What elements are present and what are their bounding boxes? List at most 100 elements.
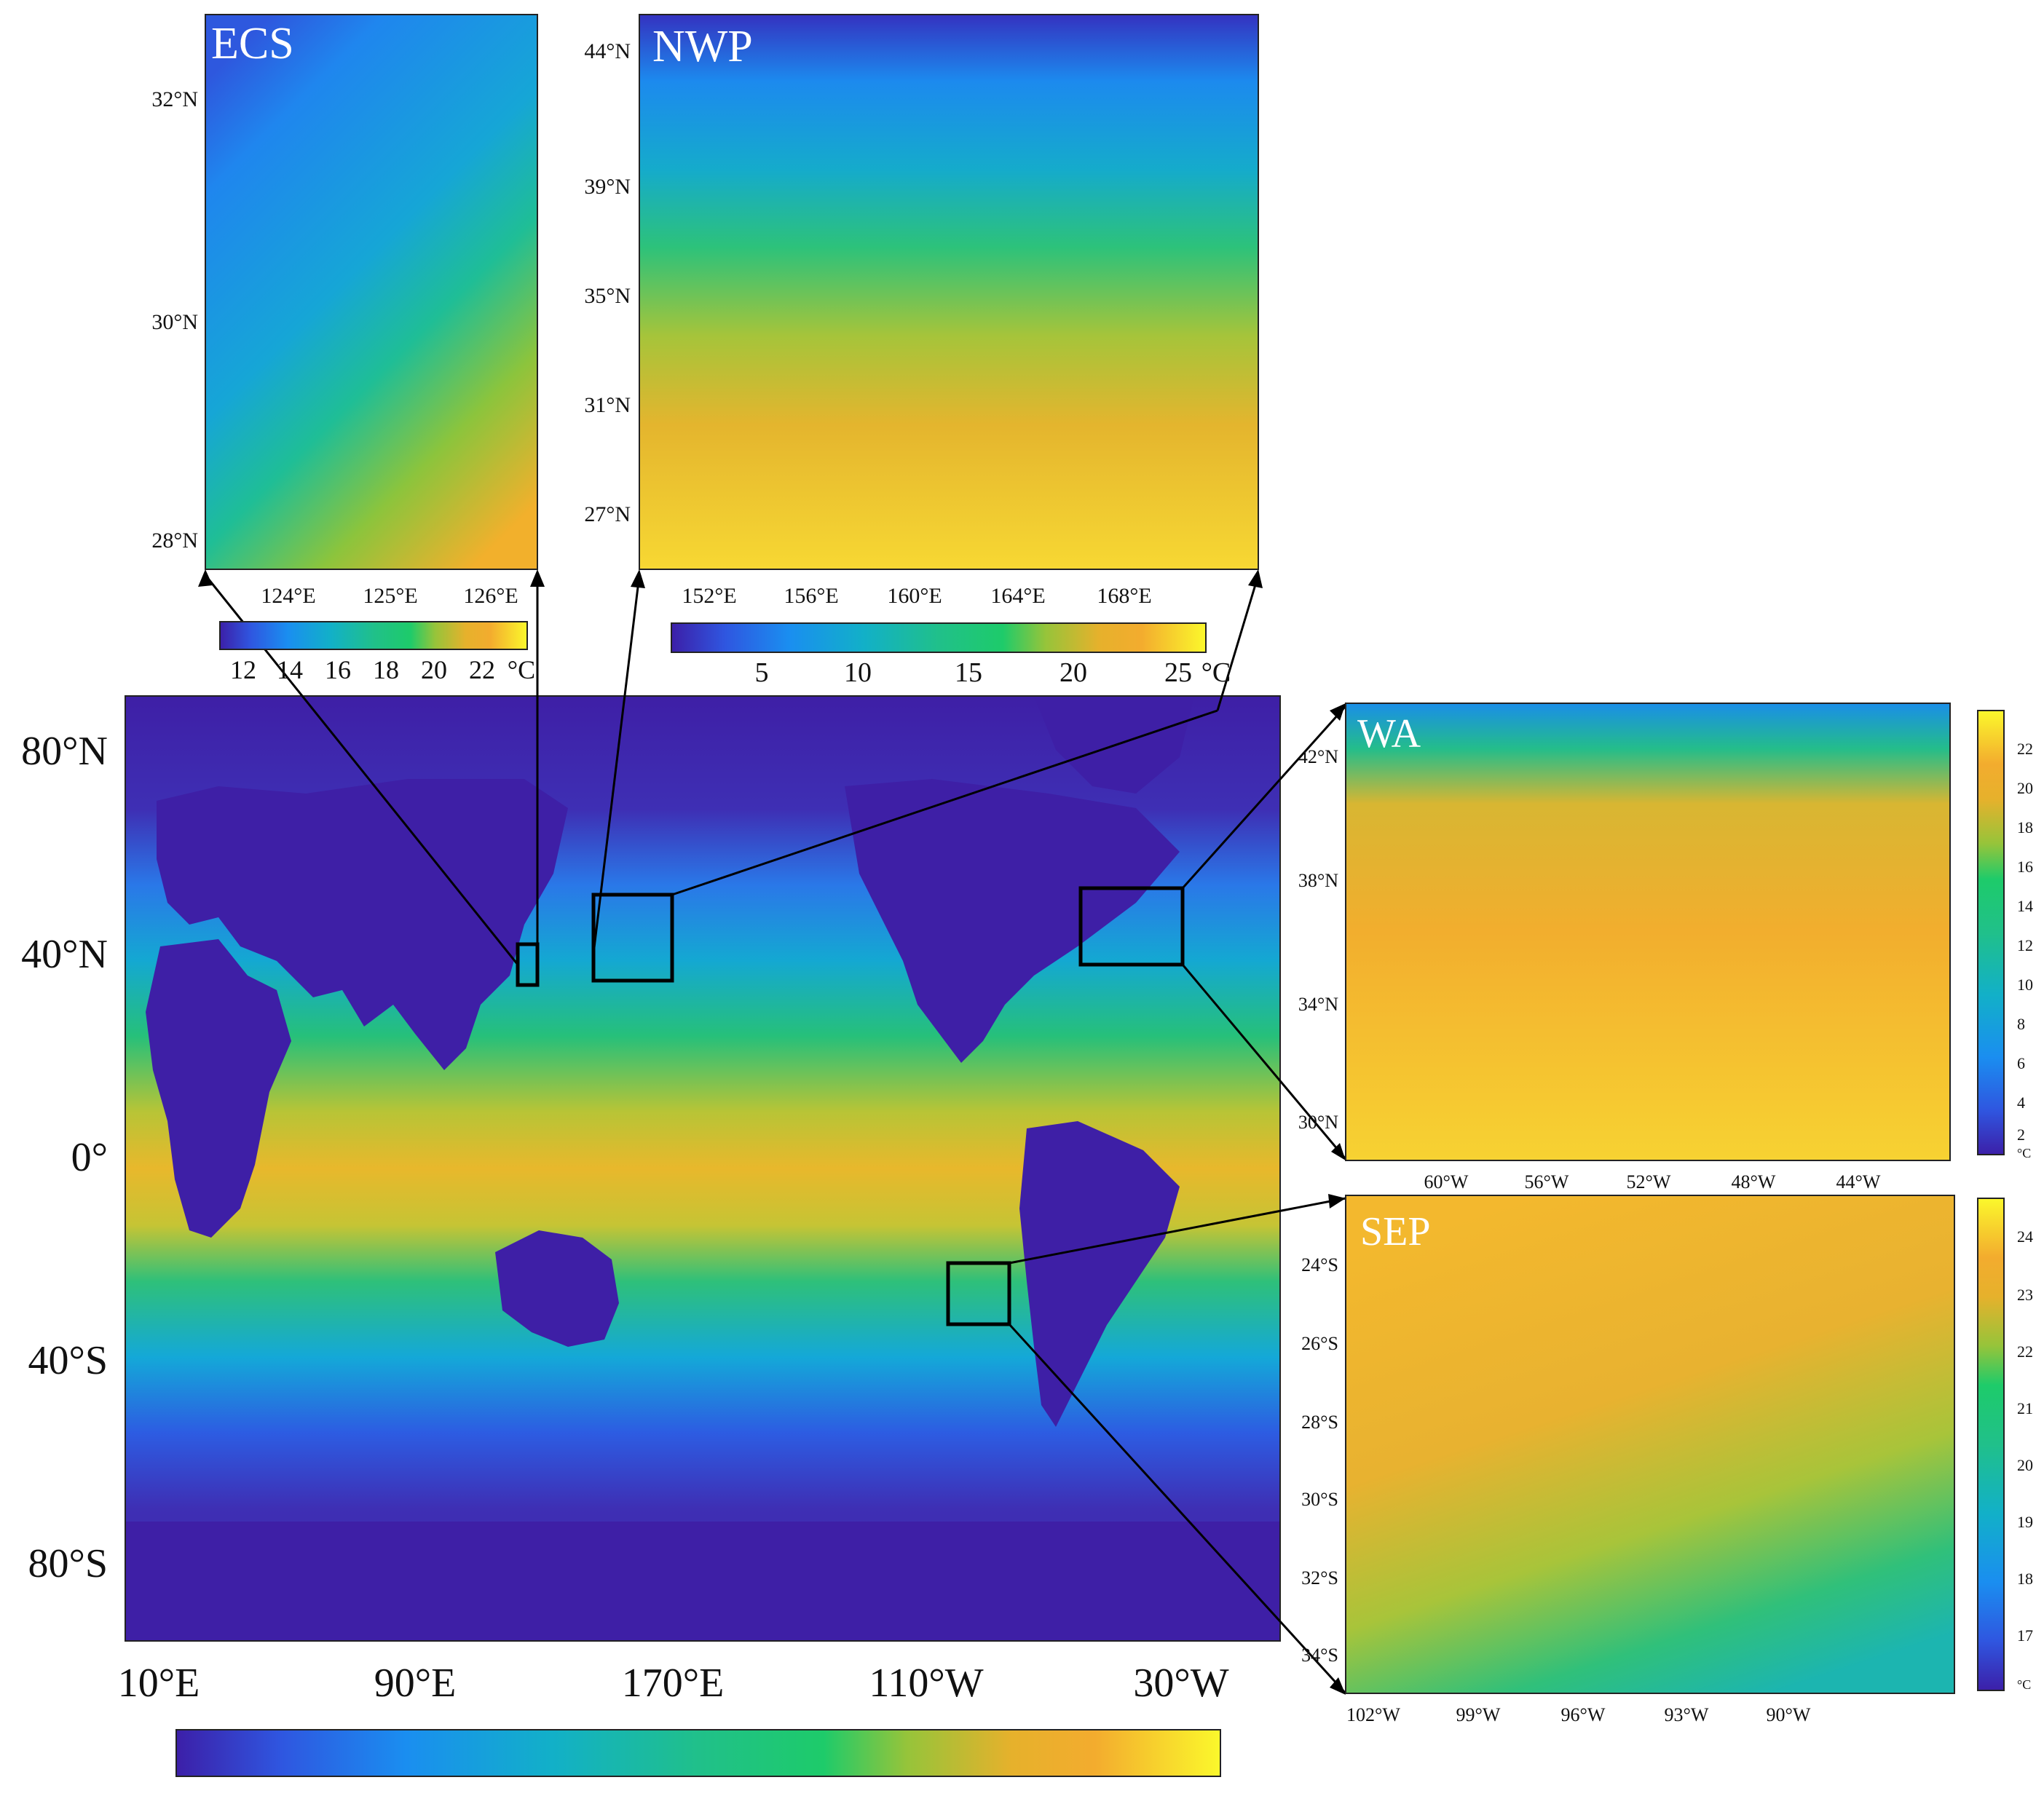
wa-lat-tick: 38°N — [1298, 870, 1338, 891]
wa-panel-frame — [1345, 703, 1951, 1161]
global-lat-tick: 80°S — [28, 1541, 108, 1586]
arrowhead — [530, 569, 545, 587]
sep-colorbar-unit: °C — [2017, 1677, 2031, 1692]
wa-connector-bottom — [1181, 964, 1347, 1160]
continents — [125, 696, 1280, 1641]
arrowhead — [1330, 1677, 1346, 1695]
sep-lon-tick: 99°W — [1456, 1704, 1501, 1725]
land-antarctica — [125, 1522, 1280, 1641]
land-australia — [495, 1230, 619, 1347]
ecs-lat-tick: 32°N — [151, 87, 198, 111]
sep-colorbar-tick: 22 — [2017, 1342, 2033, 1361]
connector-arrowheads — [198, 569, 1346, 1695]
global-lon-ticks: 10°E 90°E 170°E 110°W 30°W — [118, 1661, 1229, 1706]
wa-sst-field — [1346, 703, 1950, 1160]
ecs-colorbar-ramp — [219, 621, 528, 650]
sep-lon-tick: 90°W — [1767, 1704, 1811, 1725]
sep-connector-bottom — [1008, 1323, 1347, 1695]
nwp-panel-title: NWP — [652, 22, 753, 71]
nwp-lon-tick: 152°E — [682, 584, 736, 608]
global-colorbar-tick: 30 — [957, 1795, 986, 1800]
nwp-connector-right — [671, 709, 1218, 896]
nwp-colorbar-ramp — [671, 622, 1207, 653]
ecs-colorbar-tick: 12 — [230, 655, 256, 684]
ecs-lon-tick: 125°E — [363, 584, 417, 608]
sep-colorbar-tick: 18 — [2017, 1570, 2033, 1588]
sep-colorbar-ramp — [1977, 1198, 2005, 1691]
nwp-panel-frame — [639, 14, 1259, 570]
wa-colorbar-tick: 18 — [2017, 818, 2033, 836]
wa-panel: WA 42°N 38°N 34°N 30°N 60°W 56°W 52°W 48… — [1298, 703, 2033, 1192]
ecs-colorbar-unit: °C — [508, 655, 535, 684]
land-africa — [146, 939, 291, 1238]
wa-panel-title: WA — [1357, 711, 1421, 756]
land-south-america — [1019, 1121, 1180, 1427]
ecs-panel-frame — [205, 14, 538, 570]
nwp-region-box — [591, 893, 674, 983]
sep-sst-field — [1346, 1195, 1954, 1693]
sep-panel-frame — [1345, 1195, 1955, 1694]
sep-colorbar-tick: 17 — [2017, 1626, 2033, 1645]
global-lon-tick: 170°E — [622, 1661, 725, 1706]
wa-colorbar-tick: 4 — [2017, 1093, 2025, 1112]
ecs-lat-tick: 28°N — [151, 529, 198, 553]
sep-lon-tick: 102°W — [1346, 1704, 1400, 1725]
wa-colorbar-tick: 14 — [2017, 897, 2033, 915]
sep-panel-title: SEP — [1360, 1209, 1431, 1254]
ecs-colorbar-tick: 22 — [469, 655, 495, 684]
global-colorbar-tick: 0 — [216, 1795, 230, 1800]
sep-lat-tick: 26°S — [1301, 1333, 1338, 1354]
wa-lat-tick: 42°N — [1298, 746, 1338, 767]
wa-colorbar-tick: 8 — [2017, 1015, 2025, 1033]
nwp-colorbar-tick: 15 — [955, 657, 982, 688]
ecs-panel-title: ECS — [211, 19, 294, 68]
sep-lat-tick: 24°S — [1301, 1254, 1338, 1275]
sep-lat-tick: 28°S — [1301, 1412, 1338, 1433]
nwp-colorbar-unit: °C — [1201, 657, 1231, 688]
global-lon-tick: 10°E — [118, 1661, 200, 1706]
wa-lon-tick: 44°W — [1836, 1171, 1881, 1192]
sep-connector-top — [1009, 1197, 1346, 1265]
wa-lat-tick: 30°N — [1298, 1112, 1338, 1133]
sep-lon-tick: 93°W — [1665, 1704, 1709, 1725]
global-sst-map: 80°N 40°N 0° 40°S 80°S 10°E 90°E 170°E 1… — [21, 695, 1281, 1804]
global-colorbar-tick: 10 — [459, 1795, 488, 1800]
global-lon-tick: 30°W — [1133, 1661, 1228, 1706]
ecs-lon-tick: 124°E — [261, 584, 315, 608]
ecs-lat-tick: 30°N — [151, 310, 198, 334]
nwp-lat-tick: 31°N — [584, 393, 631, 417]
global-lat-ticks: 80°N 40°N 0° 40°S 80°S — [21, 729, 108, 1586]
arrowhead — [1248, 569, 1263, 588]
sep-lat-tick: 34°S — [1301, 1645, 1338, 1666]
sep-lon-tick: 96°W — [1561, 1704, 1606, 1725]
global-colorbar-tick: 35 — [1081, 1795, 1110, 1800]
nwp-sst-field — [639, 15, 1258, 569]
nwp-panel: NWP 44°N 39°N 35°N 31°N 27°N 152°E 156°E… — [584, 14, 1259, 688]
nwp-lon-tick: 164°E — [990, 584, 1045, 608]
wa-lat-tick: 34°N — [1298, 994, 1338, 1015]
nwp-lat-tick: 27°N — [584, 502, 631, 526]
ecs-sst-field — [205, 15, 537, 569]
wa-colorbar-unit: °C — [2017, 1146, 2031, 1160]
wa-colorbar-ramp — [1977, 710, 2005, 1155]
nwp-connector-left — [592, 574, 641, 954]
global-map-frame — [125, 695, 1281, 1642]
global-colorbar-tick: 20 — [708, 1795, 737, 1800]
ecs-colorbar-tick: 18 — [373, 655, 399, 684]
nwp-colorbar-tick: 25 — [1164, 657, 1192, 688]
arrowhead — [1328, 1194, 1346, 1208]
arrowhead — [1331, 1143, 1346, 1160]
global-lat-tick: 0° — [71, 1135, 108, 1180]
wa-connector-top — [1181, 705, 1347, 890]
arrowhead — [198, 569, 213, 587]
sep-colorbar-tick: 23 — [2017, 1286, 2033, 1304]
arrowhead — [1330, 703, 1346, 721]
sep-colorbar-tick: 21 — [2017, 1399, 2033, 1417]
wa-colorbar-tick: 16 — [2017, 858, 2033, 876]
global-lat-tick: 40°S — [28, 1338, 108, 1383]
global-colorbar-ramp — [175, 1729, 1221, 1777]
global-colorbar: 0 5 10 15 20 25 30 35 °C — [175, 1729, 1221, 1804]
sep-colorbar-tick: 24 — [2017, 1227, 2033, 1246]
ecs-panel: ECS 32°N 30°N 28°N 124°E 125°E 126°E 12 … — [151, 14, 538, 684]
